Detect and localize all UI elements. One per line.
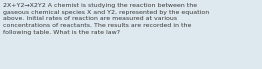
Text: 2X+Y2→X2Y2 A chemist is studying the reaction between the
gaseous chemical speci: 2X+Y2→X2Y2 A chemist is studying the rea… [3,3,209,35]
